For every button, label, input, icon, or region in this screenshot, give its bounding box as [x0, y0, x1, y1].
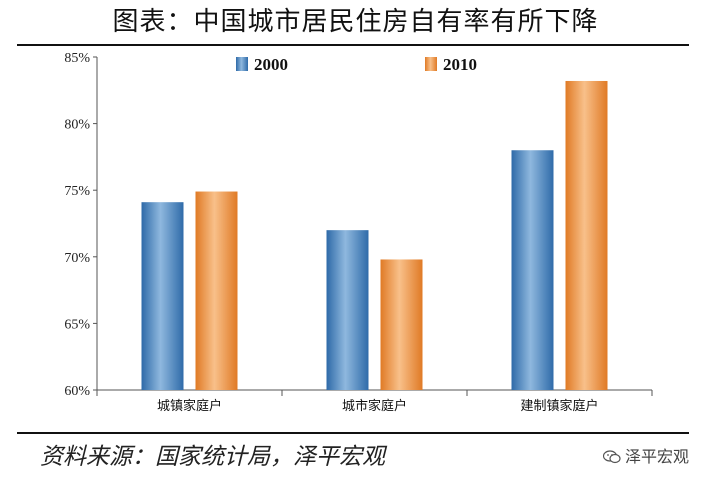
- legend-swatch-2000: [236, 57, 248, 71]
- source-note: 资料来源：国家统计局，泽平宏观: [40, 444, 385, 470]
- x-category-label: 城镇家庭户: [157, 398, 222, 414]
- legend-swatch-2010: [425, 57, 437, 71]
- bar-2010-1: [195, 191, 238, 390]
- top-rule: [17, 44, 689, 46]
- wechat-icon: [602, 450, 621, 464]
- bar-2010-3: [565, 80, 608, 390]
- bottom-rule: [17, 432, 689, 434]
- bar-2000-2: [326, 230, 369, 390]
- legend-label-2010: 2010: [443, 55, 477, 74]
- y-tick-label: 75%: [64, 184, 90, 199]
- legend-label-2000: 2000: [254, 55, 288, 74]
- bar-2000-1: [141, 202, 184, 390]
- bar-2010-2: [380, 259, 423, 390]
- x-category-label: 建制镇家庭户: [520, 398, 598, 414]
- y-tick-label: 70%: [64, 251, 90, 266]
- y-tick-label: 80%: [64, 118, 90, 133]
- watermark: 泽平宏观: [602, 446, 689, 468]
- y-tick-label: 65%: [64, 317, 90, 332]
- watermark-label: 泽平宏观: [624, 447, 689, 466]
- bar-2000-3: [511, 150, 554, 390]
- y-tick-label: 85%: [64, 51, 90, 66]
- y-tick-label: 60%: [64, 384, 90, 399]
- bar-chart: 60% 65% 70% 75% 80% 85% 城镇家庭户 城市家庭户 建制镇家庭户 2000 2…: [64, 51, 653, 414]
- chart-title: 图表：中国城市居民住房自有率有所下降: [112, 7, 599, 37]
- x-category-label: 城市家庭户: [342, 398, 407, 414]
